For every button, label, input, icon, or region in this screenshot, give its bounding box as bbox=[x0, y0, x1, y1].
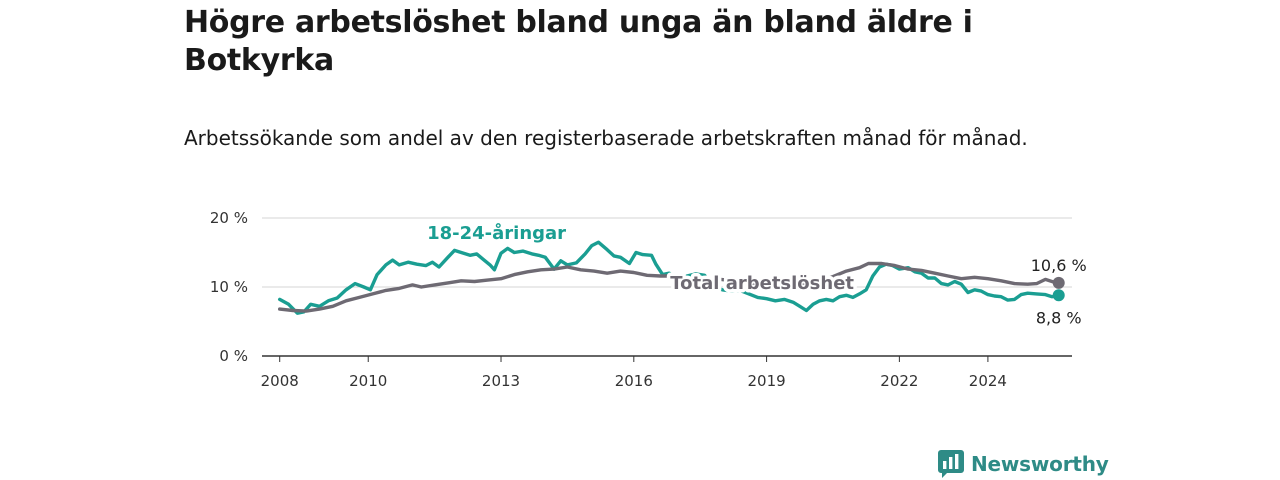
x-tick-label: 2008 bbox=[261, 372, 299, 390]
brand-name: Newsworthy bbox=[971, 452, 1109, 476]
chart-labels: 18-24-åringar 8,8 % Total arbetslöshet 10,6… bbox=[424, 219, 1090, 330]
x-tick-label: 2010 bbox=[349, 372, 387, 390]
gridlines bbox=[262, 217, 1072, 288]
series-end-value-label: 8,8 % bbox=[1036, 308, 1082, 327]
chart-title: Högre arbetslöshet bland unga än bland ä… bbox=[184, 5, 973, 78]
series-endpoint-1 bbox=[1052, 276, 1065, 289]
newsworthy-logo-icon bbox=[938, 450, 964, 478]
series-name-label: 18-24-åringar bbox=[427, 222, 566, 244]
chart-subtitle: Arbetssökande som andel av den registerb… bbox=[184, 126, 1028, 150]
axes: 0 % 10 % 20 % 2008 2010 2013 2016 2019 2022 2024 bbox=[210, 209, 1072, 390]
newsworthy-logo[interactable]: Newsworthy bbox=[938, 450, 1109, 478]
x-tick-label: 2022 bbox=[880, 372, 918, 390]
x-tick-label: 2013 bbox=[482, 372, 520, 390]
series-name-label: Total arbetslöshet bbox=[670, 273, 854, 294]
series-line-1 bbox=[278, 261, 1061, 313]
x-tick-label: 2019 bbox=[747, 372, 785, 390]
x-tick-label: 2016 bbox=[615, 372, 653, 390]
y-tick-label: 10 % bbox=[210, 278, 248, 296]
series-endpoint-0 bbox=[1052, 289, 1065, 302]
x-tick-label: 2024 bbox=[969, 372, 1007, 390]
series-lines bbox=[278, 240, 1065, 315]
y-tick-label: 20 % bbox=[210, 209, 248, 227]
series-end-value-label: 10,6 % bbox=[1031, 256, 1087, 275]
y-tick-label: 0 % bbox=[219, 347, 248, 365]
